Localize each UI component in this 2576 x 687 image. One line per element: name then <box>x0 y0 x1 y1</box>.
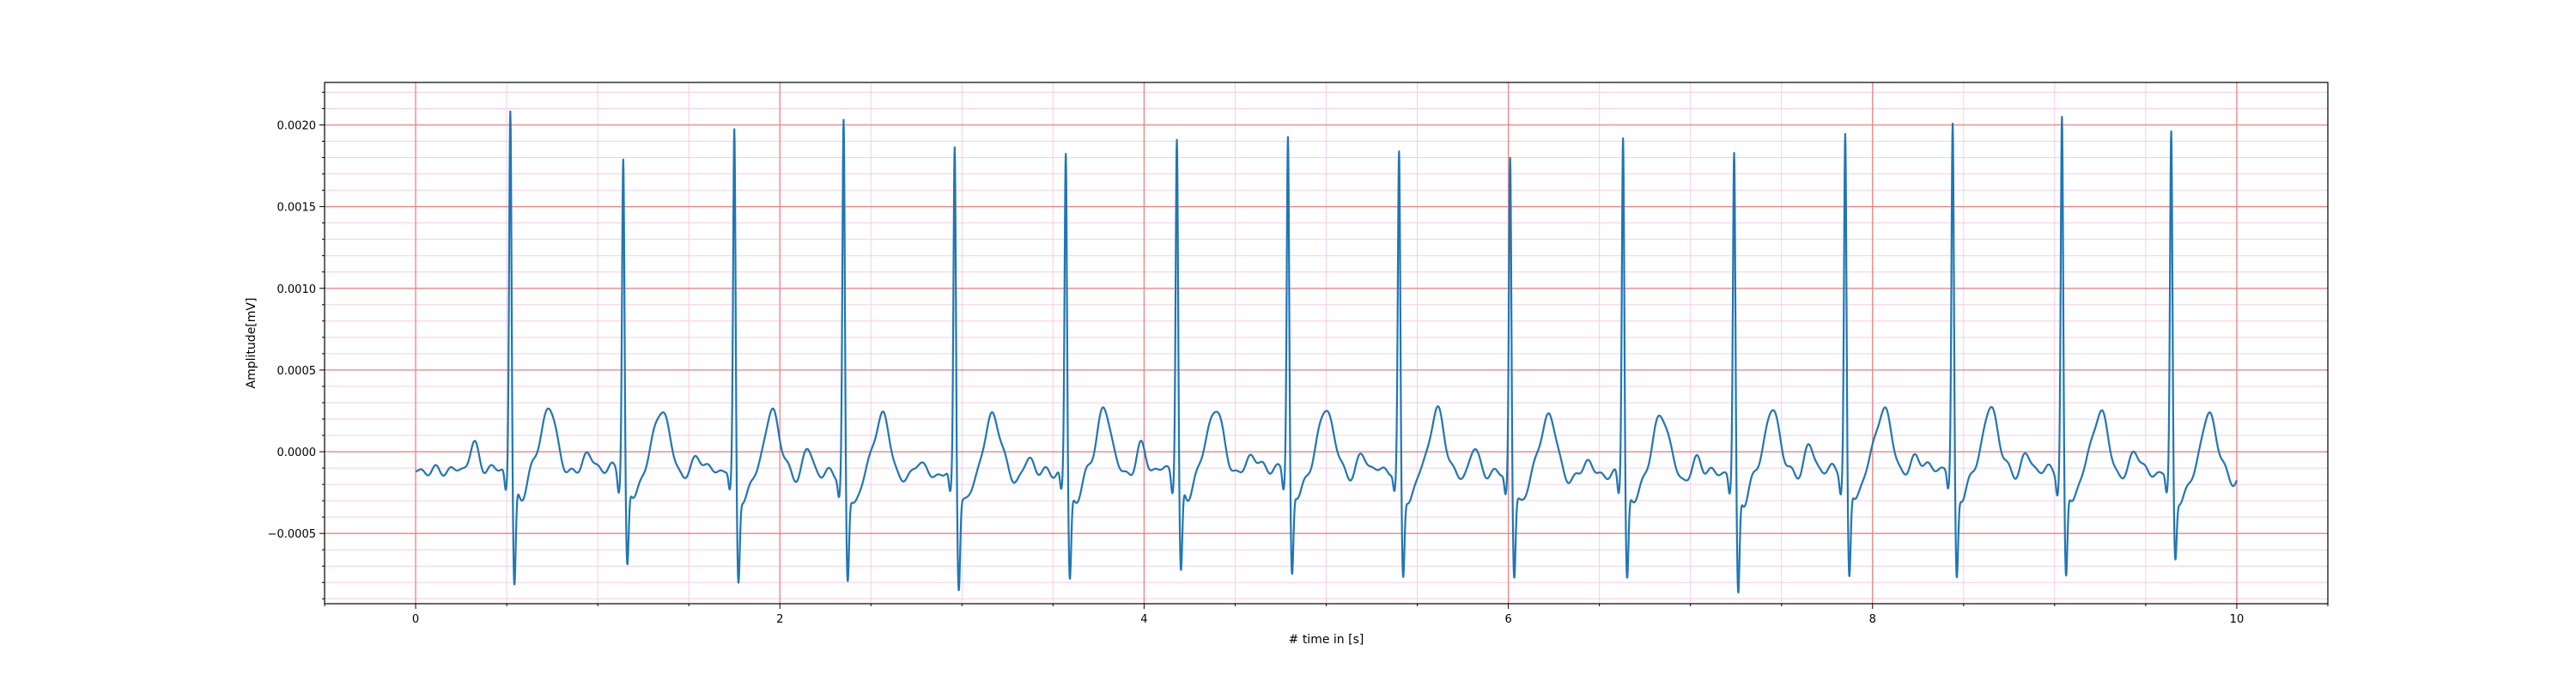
y-tick-label: 0.0015 <box>277 202 317 215</box>
y-axis-ticks: −0.0005 0.0000 0.0005 0.0010 0.0015 0.0020 <box>268 91 325 599</box>
y-axis-label: Amplitude[mV] <box>245 298 258 389</box>
x-tick-label: 2 <box>776 613 783 626</box>
x-tick-label: 0 <box>412 613 419 626</box>
ecg-signal-line <box>415 110 2238 593</box>
y-tick-label: −0.0005 <box>268 528 316 541</box>
x-axis-label: # time in [s] <box>1289 633 1364 647</box>
y-tick-label: 0.0020 <box>277 119 317 132</box>
major-grid <box>325 82 2328 604</box>
x-tick-label: 4 <box>1140 613 1147 626</box>
x-tick-label: 10 <box>2230 613 2245 626</box>
x-tick-label: 8 <box>1869 613 1876 626</box>
x-axis-ticks: 0 2 4 6 8 10 <box>324 604 2329 626</box>
y-tick-label: 0.0010 <box>277 283 317 296</box>
x-tick-label: 6 <box>1504 613 1511 626</box>
y-tick-label: 0.0005 <box>277 365 317 378</box>
y-tick-label: 0.0000 <box>277 447 317 459</box>
